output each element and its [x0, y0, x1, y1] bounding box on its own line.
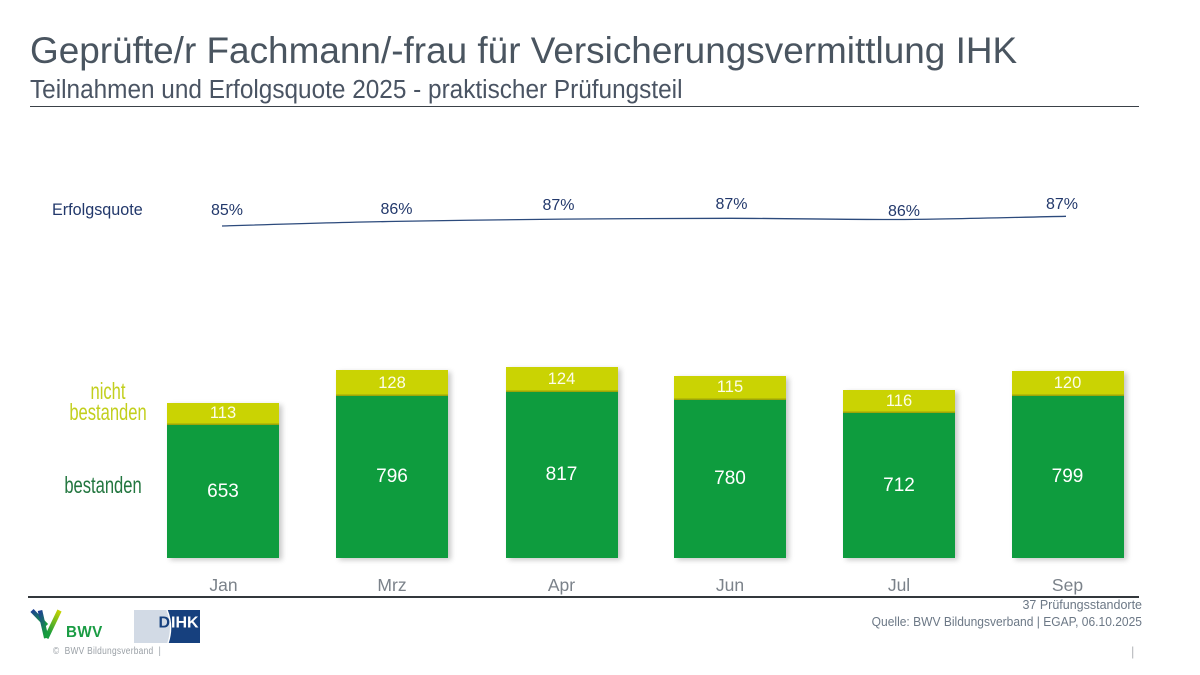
svg-text:D: D: [159, 615, 171, 632]
svg-text:IHK: IHK: [171, 615, 199, 632]
